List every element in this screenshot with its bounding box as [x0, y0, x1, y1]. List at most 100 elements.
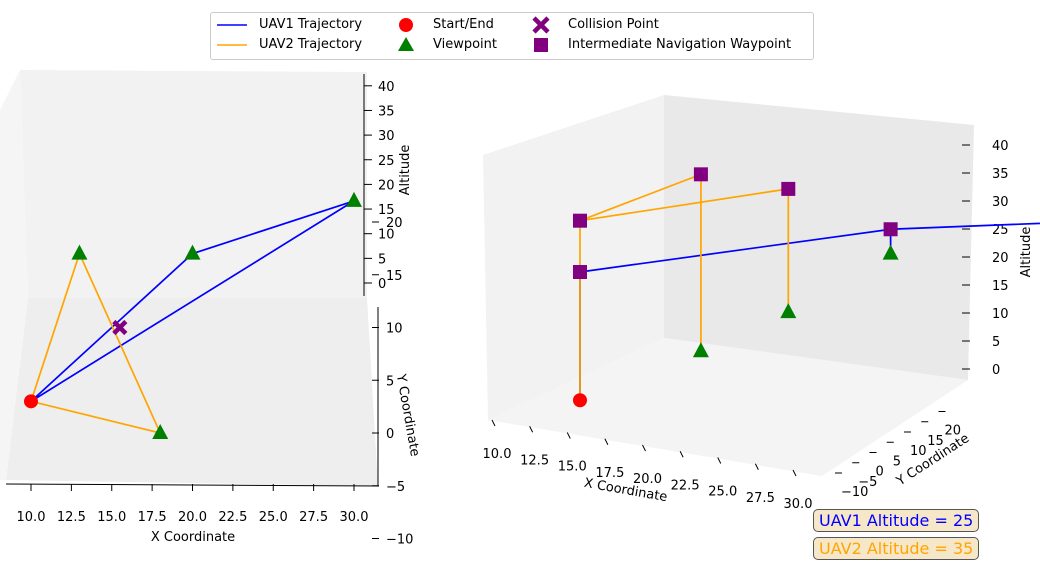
legend-label-uav2: UAV2 Trajectory	[259, 37, 363, 52]
right-x-tick-label: 12.5	[520, 453, 549, 468]
right-waypoint-marker	[883, 222, 898, 237]
right-x-ticks: 10.0 12.5 15.0 17.5 20.0 22.5 25.0 27.5 30.0	[483, 419, 812, 512]
right-z-tick-label: 15	[992, 279, 1009, 294]
right-y-tick-label: 0	[876, 465, 884, 480]
left-z-tick-label: 10	[378, 228, 395, 243]
right-back-pane	[664, 95, 974, 380]
right-x-tick-mark	[604, 438, 609, 445]
right-z-ticks: 0 5 10 15 20 25 30 35 40	[962, 139, 1009, 378]
left-x-ticks: 10.0 12.5 15.0 17.5 20.0 22.5 25.0 27.5 30.0	[17, 484, 369, 525]
right-y-tick-label: 15	[927, 434, 944, 449]
right-x-tick-label: 20.0	[633, 472, 662, 487]
right-y-tick-label: −5	[858, 475, 877, 490]
legend-uav2-line-icon	[217, 44, 247, 46]
left-x-tick-label: 10.0	[17, 510, 46, 525]
left-x-tick-label: 22.5	[218, 510, 247, 525]
left-viewpoint-marker	[152, 424, 169, 439]
legend-uav1-line-icon	[217, 24, 247, 26]
right-x-tick-label: 25.0	[708, 485, 737, 500]
right-x-tick-mark	[717, 457, 722, 464]
left-y-tick-label: −5	[386, 480, 405, 495]
right-z-tick-label: 40	[992, 139, 1009, 154]
left-z-tick-label: 0	[378, 277, 386, 292]
left-y-tick-label: 10	[386, 322, 403, 337]
right-viewpoint-marker	[780, 303, 797, 319]
right-y-tick-label: 5	[893, 454, 901, 469]
left-x-tick-label: 30.0	[340, 510, 369, 525]
left-floor-pane	[6, 298, 378, 486]
right-x-tick-label: 10.0	[483, 447, 512, 462]
right-z-tick-label: 25	[992, 223, 1009, 238]
uav2-altitude-label: UAV2 Altitude = 35	[813, 537, 980, 560]
legend-collision-marker-icon	[532, 16, 550, 34]
left-z-tick-label: 40	[378, 80, 395, 95]
right-y-tick-label: −10	[841, 485, 868, 500]
legend-viewpoint-marker-icon	[398, 37, 414, 51]
legend-waypoint-marker-icon	[534, 38, 548, 52]
left-uav2-trajectory-line	[30, 251, 162, 435]
right-z-tick-label: 0	[992, 363, 1000, 378]
left-z-tick-label: 15	[378, 203, 395, 218]
right-waypoint-marker	[572, 213, 587, 228]
left-viewpoint-marker	[346, 191, 362, 207]
left-y-tick-label: 20	[386, 216, 403, 231]
right-y-tick-label: 10	[910, 444, 927, 459]
right-z-tick-label: 35	[992, 167, 1009, 182]
left-y-ticks: −10 −5 0 5 10 15 20	[372, 216, 413, 548]
left-viewpoint-marker	[71, 244, 88, 260]
right-markers	[572, 167, 899, 408]
right-x-tick-label: 27.5	[746, 491, 775, 506]
left-z-ticks: 0 5 10 15 20 25 30 35 40	[364, 80, 395, 292]
right-z-tick-label: 30	[992, 195, 1009, 210]
right-uav1-trajectory-line	[579, 222, 1040, 401]
legend-start-end-marker-icon	[399, 18, 413, 32]
left-y-tick-label: 0	[386, 427, 394, 442]
left-x-axis-label: X Coordinate	[151, 530, 235, 545]
left-x-tick-label: 17.5	[138, 510, 167, 525]
left-y-tick-label: 5	[386, 374, 394, 389]
left-back-pane	[20, 70, 367, 298]
right-x-tick-mark	[529, 426, 534, 433]
right-waypoint-marker	[572, 265, 587, 279]
left-uav1-trajectory-line	[30, 200, 355, 403]
right-y-tick-label: 20	[945, 424, 962, 439]
left-viewpoint-marker	[184, 244, 201, 260]
right-x-tick-mark	[566, 432, 571, 439]
right-z-tick-label: 20	[992, 251, 1009, 266]
right-viewpoint-marker	[882, 244, 899, 260]
right-x-tick-mark	[491, 419, 496, 427]
chart-legend: UAV1 Trajectory UAV2 Trajectory Start/En…	[210, 12, 814, 60]
left-panel: 10.0 12.5 15.0 17.5 20.0 22.5 25.0 27.5 30.0 −10…	[0, 70, 422, 548]
right-start-end-marker	[572, 393, 587, 408]
left-z-tick-label: 30	[378, 129, 395, 144]
left-x-tick-label: 20.0	[178, 510, 207, 525]
right-side-pane	[483, 95, 664, 420]
legend-label-waypoint: Intermediate Navigation Waypoint	[568, 37, 792, 52]
left-side-pane	[0, 70, 28, 480]
left-z-tick-label: 25	[378, 154, 395, 169]
right-waypoint-marker	[693, 167, 708, 182]
right-x-tick-mark	[792, 469, 797, 477]
legend-label-collision: Collision Point	[568, 17, 659, 32]
left-z-axis-label: Altitude	[398, 145, 413, 196]
right-x-tick-label: 15.0	[558, 460, 587, 475]
legend-label-uav1: UAV1 Trajectory	[259, 17, 363, 32]
left-x-tick-label: 27.5	[299, 510, 328, 525]
right-x-tick-mark	[679, 451, 684, 458]
right-z-tick-label: 5	[992, 335, 1000, 350]
right-x-tick-mark	[754, 463, 759, 470]
right-viewpoint-marker	[692, 342, 709, 358]
left-trajectories	[30, 200, 355, 435]
uav1-altitude-label: UAV1 Altitude = 25	[813, 509, 980, 532]
left-collision-marker	[112, 319, 128, 336]
right-z-axis-label: Altitude	[1019, 227, 1034, 278]
left-x-tick-label: 15.0	[97, 510, 126, 525]
left-x-tick-label: 25.0	[259, 510, 288, 525]
right-x-tick-label: 17.5	[595, 466, 624, 481]
left-markers	[24, 191, 362, 439]
right-waypoint-marker	[781, 181, 796, 196]
left-x-tick-label: 12.5	[57, 510, 86, 525]
left-z-tick-label: 5	[378, 252, 386, 267]
